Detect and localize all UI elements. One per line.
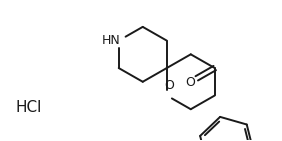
Text: HCl: HCl — [16, 100, 42, 115]
Text: O: O — [164, 79, 174, 92]
Text: O: O — [185, 76, 195, 89]
Text: HN: HN — [102, 34, 120, 47]
